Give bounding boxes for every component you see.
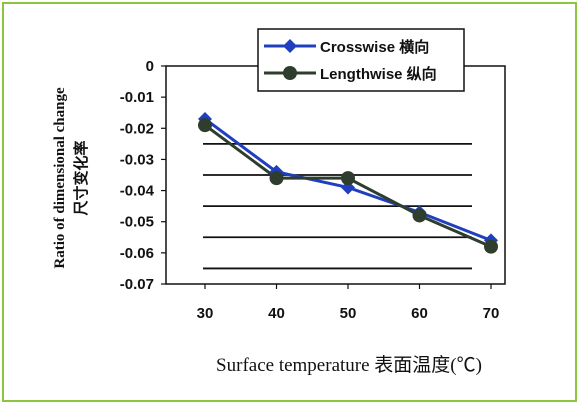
x-tick-label: 50 [340,305,357,322]
legend-item-crosswise: Crosswise 横向 [264,38,429,56]
x-tick-label: 60 [411,305,428,322]
legend-label-crosswise: Crosswise 横向 [320,38,429,56]
series-lines [198,111,498,254]
lengthwise-point [269,171,284,186]
legend-item-lengthwise: Lengthwise 纵向 [264,65,437,83]
y-tick-label: -0.02 [120,120,154,137]
legend-marker-circle-icon [283,66,297,80]
legend-box [257,28,465,92]
y-tick-label: -0.07 [120,276,154,293]
x-axis-ticks: 30 40 50 60 70 [197,284,500,322]
y-tick-label: -0.03 [120,151,154,168]
legend: Crosswise 横向 Lengthwise 纵向 [257,28,465,92]
x-tick-label: 30 [197,305,214,322]
x-axis-title: Surface temperature 表面温度(℃) [216,354,482,376]
lengthwise-point [341,171,355,186]
x-tick-label: 40 [268,305,285,322]
y-tick-label: -0.04 [120,183,155,200]
y-tick-label: -0.06 [120,245,154,262]
grid-lines [203,142,472,270]
lengthwise-point [412,208,427,223]
y-tick-label: -0.01 [120,89,154,106]
y-axis-title-english: Ratio of dimensional change [52,87,68,269]
x-tick-label: 70 [483,305,500,322]
y-tick-label: 0 [146,58,154,75]
legend-marker-diamond-icon [283,39,297,53]
y-tick-label: -0.05 [120,214,154,231]
legend-label-lengthwise: Lengthwise 纵向 [320,65,437,83]
y-axis-ticks: 0 -0.01 -0.02 -0.03 -0.04 -0.05 -0.06 -0.07 [120,58,166,293]
lengthwise-point [198,118,212,133]
y-axis-title-chinese: 尺寸变化率 [72,140,90,215]
lengthwise-point [484,239,498,254]
